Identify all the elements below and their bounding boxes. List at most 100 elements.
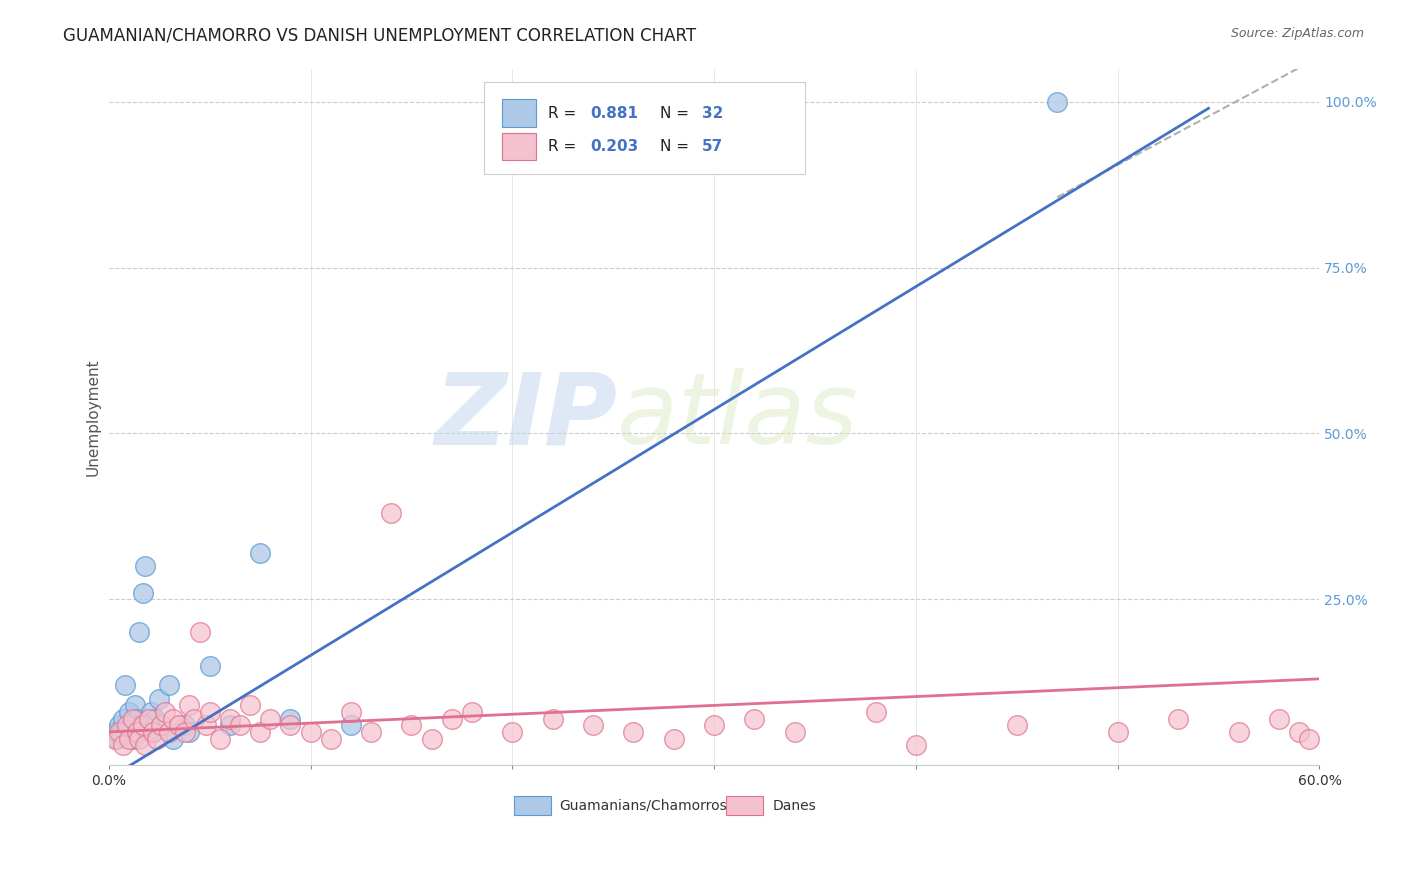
Point xyxy=(461,705,484,719)
Point xyxy=(134,559,156,574)
FancyBboxPatch shape xyxy=(502,133,536,161)
Text: 57: 57 xyxy=(702,139,723,154)
Point xyxy=(340,705,363,719)
Point xyxy=(141,705,163,719)
Point xyxy=(125,712,148,726)
Point xyxy=(198,705,221,719)
Point xyxy=(118,731,141,746)
Point xyxy=(136,718,159,732)
FancyBboxPatch shape xyxy=(727,796,762,815)
Point xyxy=(1005,718,1028,732)
Point xyxy=(110,725,132,739)
Text: Danes: Danes xyxy=(772,798,815,813)
Point xyxy=(541,712,564,726)
Point xyxy=(299,725,322,739)
Point xyxy=(208,731,231,746)
Text: GUAMANIAN/CHAMORRO VS DANISH UNEMPLOYMENT CORRELATION CHART: GUAMANIAN/CHAMORRO VS DANISH UNEMPLOYMEN… xyxy=(63,27,696,45)
Point xyxy=(1268,712,1291,726)
Point xyxy=(169,718,191,732)
Point xyxy=(280,712,302,726)
Point xyxy=(582,718,605,732)
Text: Source: ZipAtlas.com: Source: ZipAtlas.com xyxy=(1230,27,1364,40)
Point xyxy=(138,712,160,726)
Point xyxy=(259,712,281,726)
Text: 0.203: 0.203 xyxy=(591,139,638,154)
Point xyxy=(380,506,402,520)
Point xyxy=(179,698,201,713)
Point xyxy=(134,738,156,752)
FancyBboxPatch shape xyxy=(515,796,551,815)
Text: ZIP: ZIP xyxy=(434,368,617,466)
Point xyxy=(108,725,131,739)
Point xyxy=(401,718,423,732)
Point xyxy=(125,725,148,739)
Point xyxy=(1167,712,1189,726)
Point xyxy=(104,725,127,739)
Point xyxy=(174,725,197,739)
Text: 0.881: 0.881 xyxy=(591,105,638,120)
Point xyxy=(360,725,382,739)
Point xyxy=(118,705,141,719)
Point xyxy=(157,725,180,739)
Y-axis label: Unemployment: Unemployment xyxy=(86,358,100,475)
Point xyxy=(150,718,173,732)
Point xyxy=(188,625,211,640)
Point xyxy=(138,725,160,739)
Point xyxy=(132,718,155,732)
Point xyxy=(194,718,217,732)
Text: R =: R = xyxy=(548,105,581,120)
Point xyxy=(239,698,262,713)
Text: 32: 32 xyxy=(702,105,723,120)
Point xyxy=(115,718,138,732)
Point xyxy=(162,712,184,726)
Point xyxy=(146,731,169,746)
Point xyxy=(105,731,128,746)
Point xyxy=(114,678,136,692)
Point xyxy=(218,718,240,732)
Point xyxy=(183,712,205,726)
Point xyxy=(143,712,166,726)
Point xyxy=(340,718,363,732)
Text: atlas: atlas xyxy=(617,368,859,466)
Point xyxy=(218,712,240,726)
Point xyxy=(501,725,523,739)
Point xyxy=(129,718,152,732)
FancyBboxPatch shape xyxy=(484,82,804,175)
FancyBboxPatch shape xyxy=(502,99,536,127)
Point xyxy=(1288,725,1310,739)
Point xyxy=(128,625,150,640)
Point xyxy=(229,718,252,732)
Point xyxy=(1046,95,1069,109)
Point xyxy=(662,731,685,746)
Point xyxy=(111,712,134,726)
Point xyxy=(1107,725,1129,739)
Point xyxy=(124,698,146,713)
Point xyxy=(104,731,127,746)
Point xyxy=(148,691,170,706)
Point xyxy=(142,725,165,739)
Point xyxy=(1298,731,1320,746)
Point xyxy=(174,718,197,732)
Point xyxy=(122,712,145,726)
Point xyxy=(1227,725,1250,739)
Point xyxy=(865,705,887,719)
Point xyxy=(157,678,180,692)
Text: Guamanians/Chamorros: Guamanians/Chamorros xyxy=(560,798,727,813)
Point xyxy=(142,725,165,739)
Text: N =: N = xyxy=(659,105,693,120)
Text: N =: N = xyxy=(659,139,693,154)
Point xyxy=(162,731,184,746)
Point xyxy=(744,712,766,726)
Point xyxy=(108,718,131,732)
Point xyxy=(904,738,927,752)
Point xyxy=(440,712,463,726)
Point xyxy=(111,738,134,752)
Point xyxy=(280,718,302,732)
Point xyxy=(319,731,342,746)
Point xyxy=(122,731,145,746)
Point xyxy=(249,725,271,739)
Text: R =: R = xyxy=(548,139,581,154)
Point xyxy=(155,705,177,719)
Point xyxy=(120,718,142,732)
Point xyxy=(198,658,221,673)
